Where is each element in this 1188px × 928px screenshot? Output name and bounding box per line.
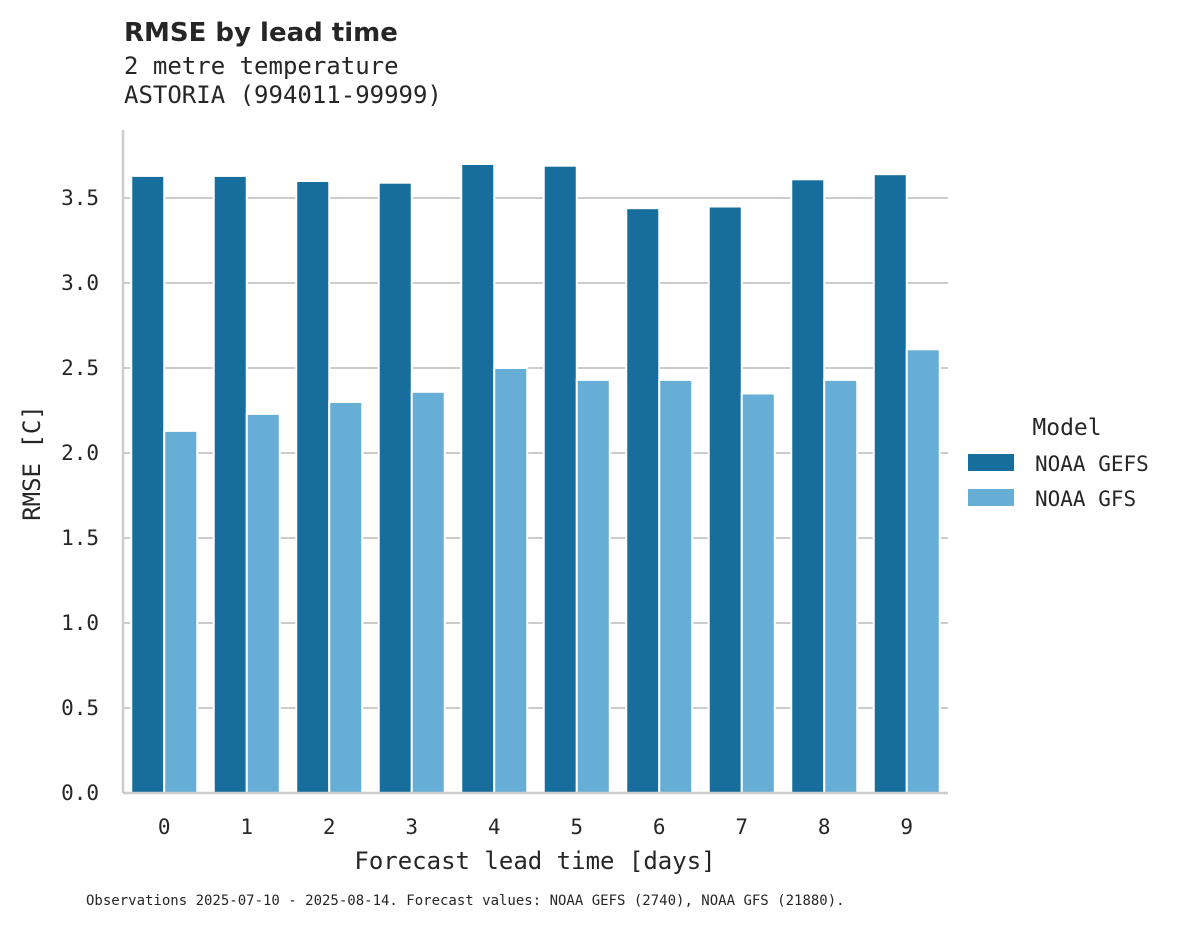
x-tick-label: 3 xyxy=(405,815,418,839)
y-tick-label: 2.0 xyxy=(61,441,99,465)
y-tick-label: 0.0 xyxy=(61,781,99,805)
x-tick-label: 2 xyxy=(323,815,336,839)
bar-noaa-gfs-9 xyxy=(905,348,941,794)
bar-noaa-gefs-4 xyxy=(460,163,496,794)
y-tick-labels: 0.0 0.5 1.0 1.5 2.0 2.5 3.0 3.5 xyxy=(61,186,99,805)
bar-noaa-gefs-2 xyxy=(295,180,331,794)
bar-noaa-gfs-0 xyxy=(163,429,199,794)
y-tick-label: 1.5 xyxy=(61,526,99,550)
bar-noaa-gefs-6 xyxy=(625,207,661,794)
y-tick-label: 0.5 xyxy=(61,696,99,720)
y-axis-label: RMSE [C] xyxy=(18,405,46,521)
bars xyxy=(130,163,941,795)
chart-subtitle-line-1: 2 metre temperature xyxy=(124,52,399,80)
y-tick-label: 1.0 xyxy=(61,611,99,635)
x-tick-label: 7 xyxy=(735,815,748,839)
bar-noaa-gfs-8 xyxy=(823,378,859,794)
footnote: Observations 2025-07-10 - 2025-08-14. Fo… xyxy=(86,893,845,909)
x-tick-label: 4 xyxy=(488,815,501,839)
x-tick-label: 0 xyxy=(158,815,171,839)
bar-noaa-gefs-9 xyxy=(872,173,908,794)
y-tick-label: 2.5 xyxy=(61,356,99,380)
bar-noaa-gfs-2 xyxy=(328,401,364,794)
bar-noaa-gefs-7 xyxy=(707,205,743,794)
legend-swatch-noaa-gefs xyxy=(968,454,1014,471)
x-tick-label: 6 xyxy=(653,815,666,839)
bar-noaa-gfs-4 xyxy=(493,367,529,794)
bar-noaa-gfs-6 xyxy=(658,378,694,794)
legend-title: Model xyxy=(1032,415,1101,441)
bar-noaa-gfs-1 xyxy=(245,412,281,794)
bar-noaa-gefs-0 xyxy=(130,174,166,794)
legend-swatch-noaa-gfs xyxy=(968,489,1014,506)
chart-subtitle-line-2: ASTORIA (994011-99999) xyxy=(124,81,442,109)
x-axis-label: Forecast lead time [days] xyxy=(354,847,715,875)
x-tick-label: 1 xyxy=(240,815,253,839)
legend: Model NOAA GEFS NOAA GFS xyxy=(968,415,1149,511)
x-tick-label: 8 xyxy=(818,815,831,839)
y-tick-label: 3.0 xyxy=(61,271,99,295)
x-tick-labels: 0 1 2 3 4 5 6 7 8 9 xyxy=(158,815,913,839)
axes xyxy=(121,130,948,795)
x-tick-label: 5 xyxy=(570,815,583,839)
legend-label-noaa-gefs: NOAA GEFS xyxy=(1035,452,1149,476)
bar-noaa-gefs-5 xyxy=(542,164,578,794)
bar-noaa-gfs-5 xyxy=(575,378,611,794)
bar-noaa-gfs-7 xyxy=(740,392,776,794)
x-tick-label: 9 xyxy=(900,815,913,839)
y-tick-label: 3.5 xyxy=(61,186,99,210)
bar-noaa-gefs-3 xyxy=(377,181,413,794)
legend-label-noaa-gfs: NOAA GFS xyxy=(1035,487,1136,511)
bar-noaa-gefs-8 xyxy=(790,178,826,795)
bar-noaa-gefs-1 xyxy=(212,174,248,794)
bar-noaa-gfs-3 xyxy=(410,390,446,794)
chart-title: RMSE by lead time xyxy=(124,18,398,48)
